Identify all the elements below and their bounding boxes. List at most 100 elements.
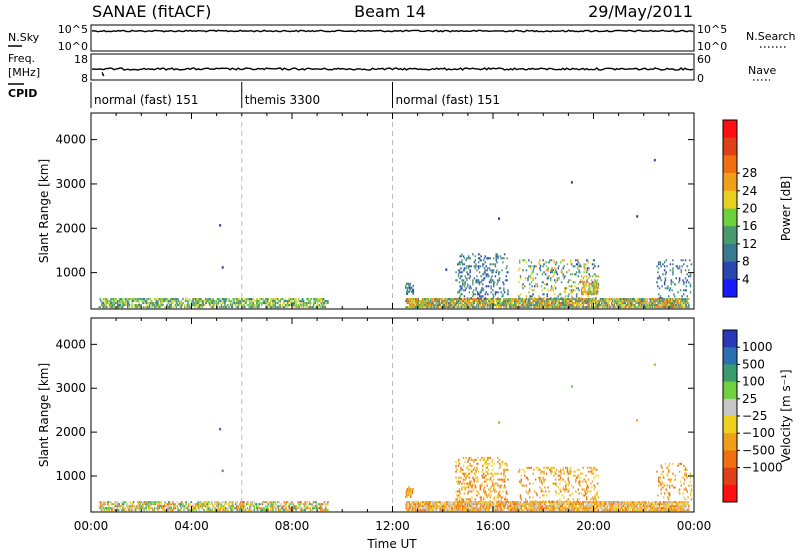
scatter-cell (239, 302, 241, 305)
scatter-cell (131, 300, 133, 303)
scatter-cell (556, 304, 559, 307)
scatter-cell (498, 503, 500, 506)
scatter-cell (541, 281, 544, 284)
scatter-cell (622, 302, 625, 305)
scatter-cell (467, 306, 470, 309)
scatter-cell (640, 298, 642, 301)
scatter-cell (163, 505, 165, 508)
scatter-cell (269, 304, 271, 307)
scatter-cell (464, 488, 466, 491)
scatter-cell (432, 503, 435, 506)
scatter-cell (562, 267, 564, 270)
scatter-cell (524, 503, 526, 506)
scatter-cell (524, 501, 527, 504)
scatter-cell (482, 279, 485, 282)
scatter-cell (135, 304, 137, 307)
scatter-cell (484, 501, 487, 504)
scatter-cell (452, 298, 454, 301)
scatter-cell (283, 306, 286, 309)
scatter-cell (641, 507, 643, 510)
scatter-cell (163, 509, 166, 512)
scatter-cell (659, 302, 662, 305)
scatter-cell (466, 466, 468, 469)
scatter-cell (460, 255, 462, 258)
scatter-cell (537, 507, 539, 510)
scatter-cell (429, 302, 431, 305)
scatter-cell (615, 501, 617, 504)
scatter-cell (672, 269, 674, 272)
scatter-cell (207, 298, 209, 301)
scatter-cell (460, 470, 462, 473)
scatter-cell (124, 302, 126, 305)
scatter-cell (682, 304, 684, 307)
scatter-cell (542, 304, 544, 307)
scatter-cell (529, 505, 531, 508)
scatter-cell (245, 509, 247, 512)
scatter-cell (548, 509, 550, 512)
scatter-cell (604, 505, 606, 508)
scatter-cell (426, 507, 429, 510)
scatter-cell (473, 501, 476, 504)
scatter-cell (598, 302, 600, 305)
scatter-cell (450, 302, 452, 305)
scatter-cell (131, 306, 133, 309)
scatter-cell (659, 507, 662, 510)
scatter-cell (602, 304, 605, 307)
scatter-cell (470, 505, 472, 508)
scatter-cell (655, 298, 657, 301)
scatter-cell (431, 507, 433, 510)
scatter-cell (549, 306, 551, 309)
scatter-cell (518, 298, 520, 301)
scatter-cell (547, 267, 549, 270)
noise-right-label: N.Search (746, 30, 796, 43)
scatter-cell (415, 501, 418, 504)
scatter-cell (600, 300, 602, 303)
scatter-cell (627, 503, 630, 506)
scatter-cell (166, 507, 168, 510)
scatter-cell (676, 505, 678, 508)
scatter-cell (164, 501, 167, 504)
scatter-cell (491, 507, 493, 510)
scatter-cell (221, 298, 224, 301)
scatter-cell (163, 300, 166, 303)
scatter-cell (569, 509, 571, 512)
scatter-cell (411, 505, 414, 508)
scatter-cell (547, 304, 549, 307)
scatter-cell (611, 505, 613, 508)
scatter-cell (539, 306, 541, 309)
scatter-cell (650, 300, 652, 303)
scatter-cell (560, 302, 563, 305)
scatter-cell (593, 288, 595, 291)
scatter-cell (562, 302, 564, 305)
scatter-cell (547, 289, 549, 292)
scatter-cell (551, 503, 554, 506)
scatter-cell (581, 302, 584, 305)
scatter-cell (178, 503, 181, 506)
scatter-cell (426, 503, 428, 506)
scatter-cell (421, 302, 424, 305)
scatter-cell (626, 503, 628, 506)
scatter-cell (452, 306, 455, 309)
scatter-cell (194, 298, 196, 301)
scatter-cell (247, 298, 250, 301)
scatter-cell (166, 304, 168, 307)
scatter-cell (230, 509, 233, 512)
scatter-cell (564, 507, 566, 510)
scatter-cell (539, 302, 542, 305)
scatter-cell (631, 501, 633, 504)
scatter-cell (117, 505, 119, 508)
scatter-cell (479, 259, 482, 262)
noise-right-tick-top: 10^5 (697, 23, 727, 36)
scatter-cell (454, 302, 456, 305)
scatter-cell (131, 509, 133, 512)
scatter-cell (596, 279, 599, 282)
scatter-cell (664, 507, 667, 510)
scatter-cell (294, 306, 296, 309)
scatter-cell (678, 505, 681, 508)
scatter-cell (602, 298, 605, 301)
scatter-cell (462, 507, 464, 510)
scatter-cell (647, 302, 649, 305)
scatter-cell (485, 503, 487, 506)
scatter-cell (457, 509, 459, 512)
scatter-cell (615, 505, 617, 508)
